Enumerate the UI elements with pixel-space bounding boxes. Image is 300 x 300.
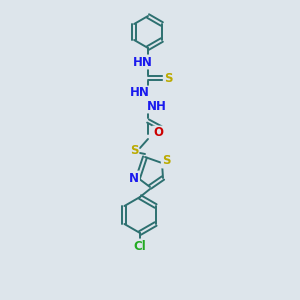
Text: HN: HN: [130, 86, 150, 100]
Text: HN: HN: [133, 56, 153, 68]
Text: O: O: [153, 127, 163, 140]
Text: S: S: [130, 143, 138, 157]
Text: N: N: [129, 172, 139, 184]
Text: S: S: [164, 71, 172, 85]
Text: S: S: [162, 154, 170, 167]
Text: NH: NH: [147, 100, 167, 112]
Text: Cl: Cl: [134, 239, 146, 253]
